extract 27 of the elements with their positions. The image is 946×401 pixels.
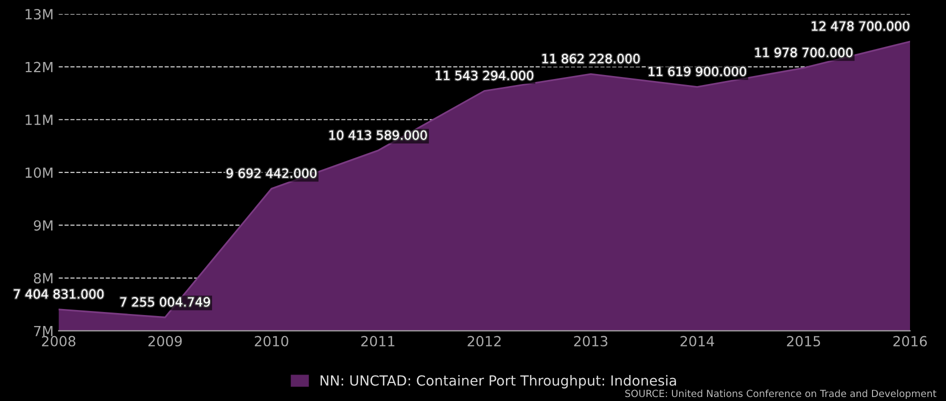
data-label: 11 978 700.000 <box>755 48 852 58</box>
x-tick-label: 2012 <box>468 336 501 346</box>
data-label: 9 692 442.000 <box>226 168 316 178</box>
data-label: 11 543 294.000 <box>436 70 534 80</box>
y-tick-label: 10M <box>26 167 52 178</box>
y-tick-label: 8M <box>34 272 52 284</box>
x-tick-label: 2008 <box>42 336 76 346</box>
data-label: 7 255 004.749 <box>120 297 210 307</box>
data-label: 11 862 228.000 <box>542 54 640 64</box>
data-label: 12 478 700.000 <box>812 21 910 31</box>
y-tick-label: 12M <box>26 62 52 72</box>
y-tick-label: 13M <box>26 9 52 20</box>
legend-label: NN: UNCTAD: Container Port Throughput: Indonesia <box>320 375 676 388</box>
data-label: 7 404 831.000 <box>14 289 104 299</box>
y-tick-label: 11M <box>26 114 52 125</box>
x-tick-label: 2013 <box>574 336 608 346</box>
y-tick-label: 7M <box>34 326 52 336</box>
x-tick-label: 2016 <box>893 336 927 346</box>
x-tick-label: 2010 <box>254 336 288 346</box>
data-label: 11 619 900.000 <box>648 66 746 76</box>
data-label: 10 413 589.000 <box>330 130 427 140</box>
x-tick-label: 2011 <box>361 336 394 346</box>
x-tick-label: 2015 <box>786 336 820 346</box>
y-tick-label: 9M <box>34 220 52 231</box>
x-tick-label: 2014 <box>680 336 714 346</box>
source-note: SOURCE: United Nations Conference on Trade and Development <box>625 390 936 399</box>
x-tick-label: 2009 <box>148 336 182 346</box>
